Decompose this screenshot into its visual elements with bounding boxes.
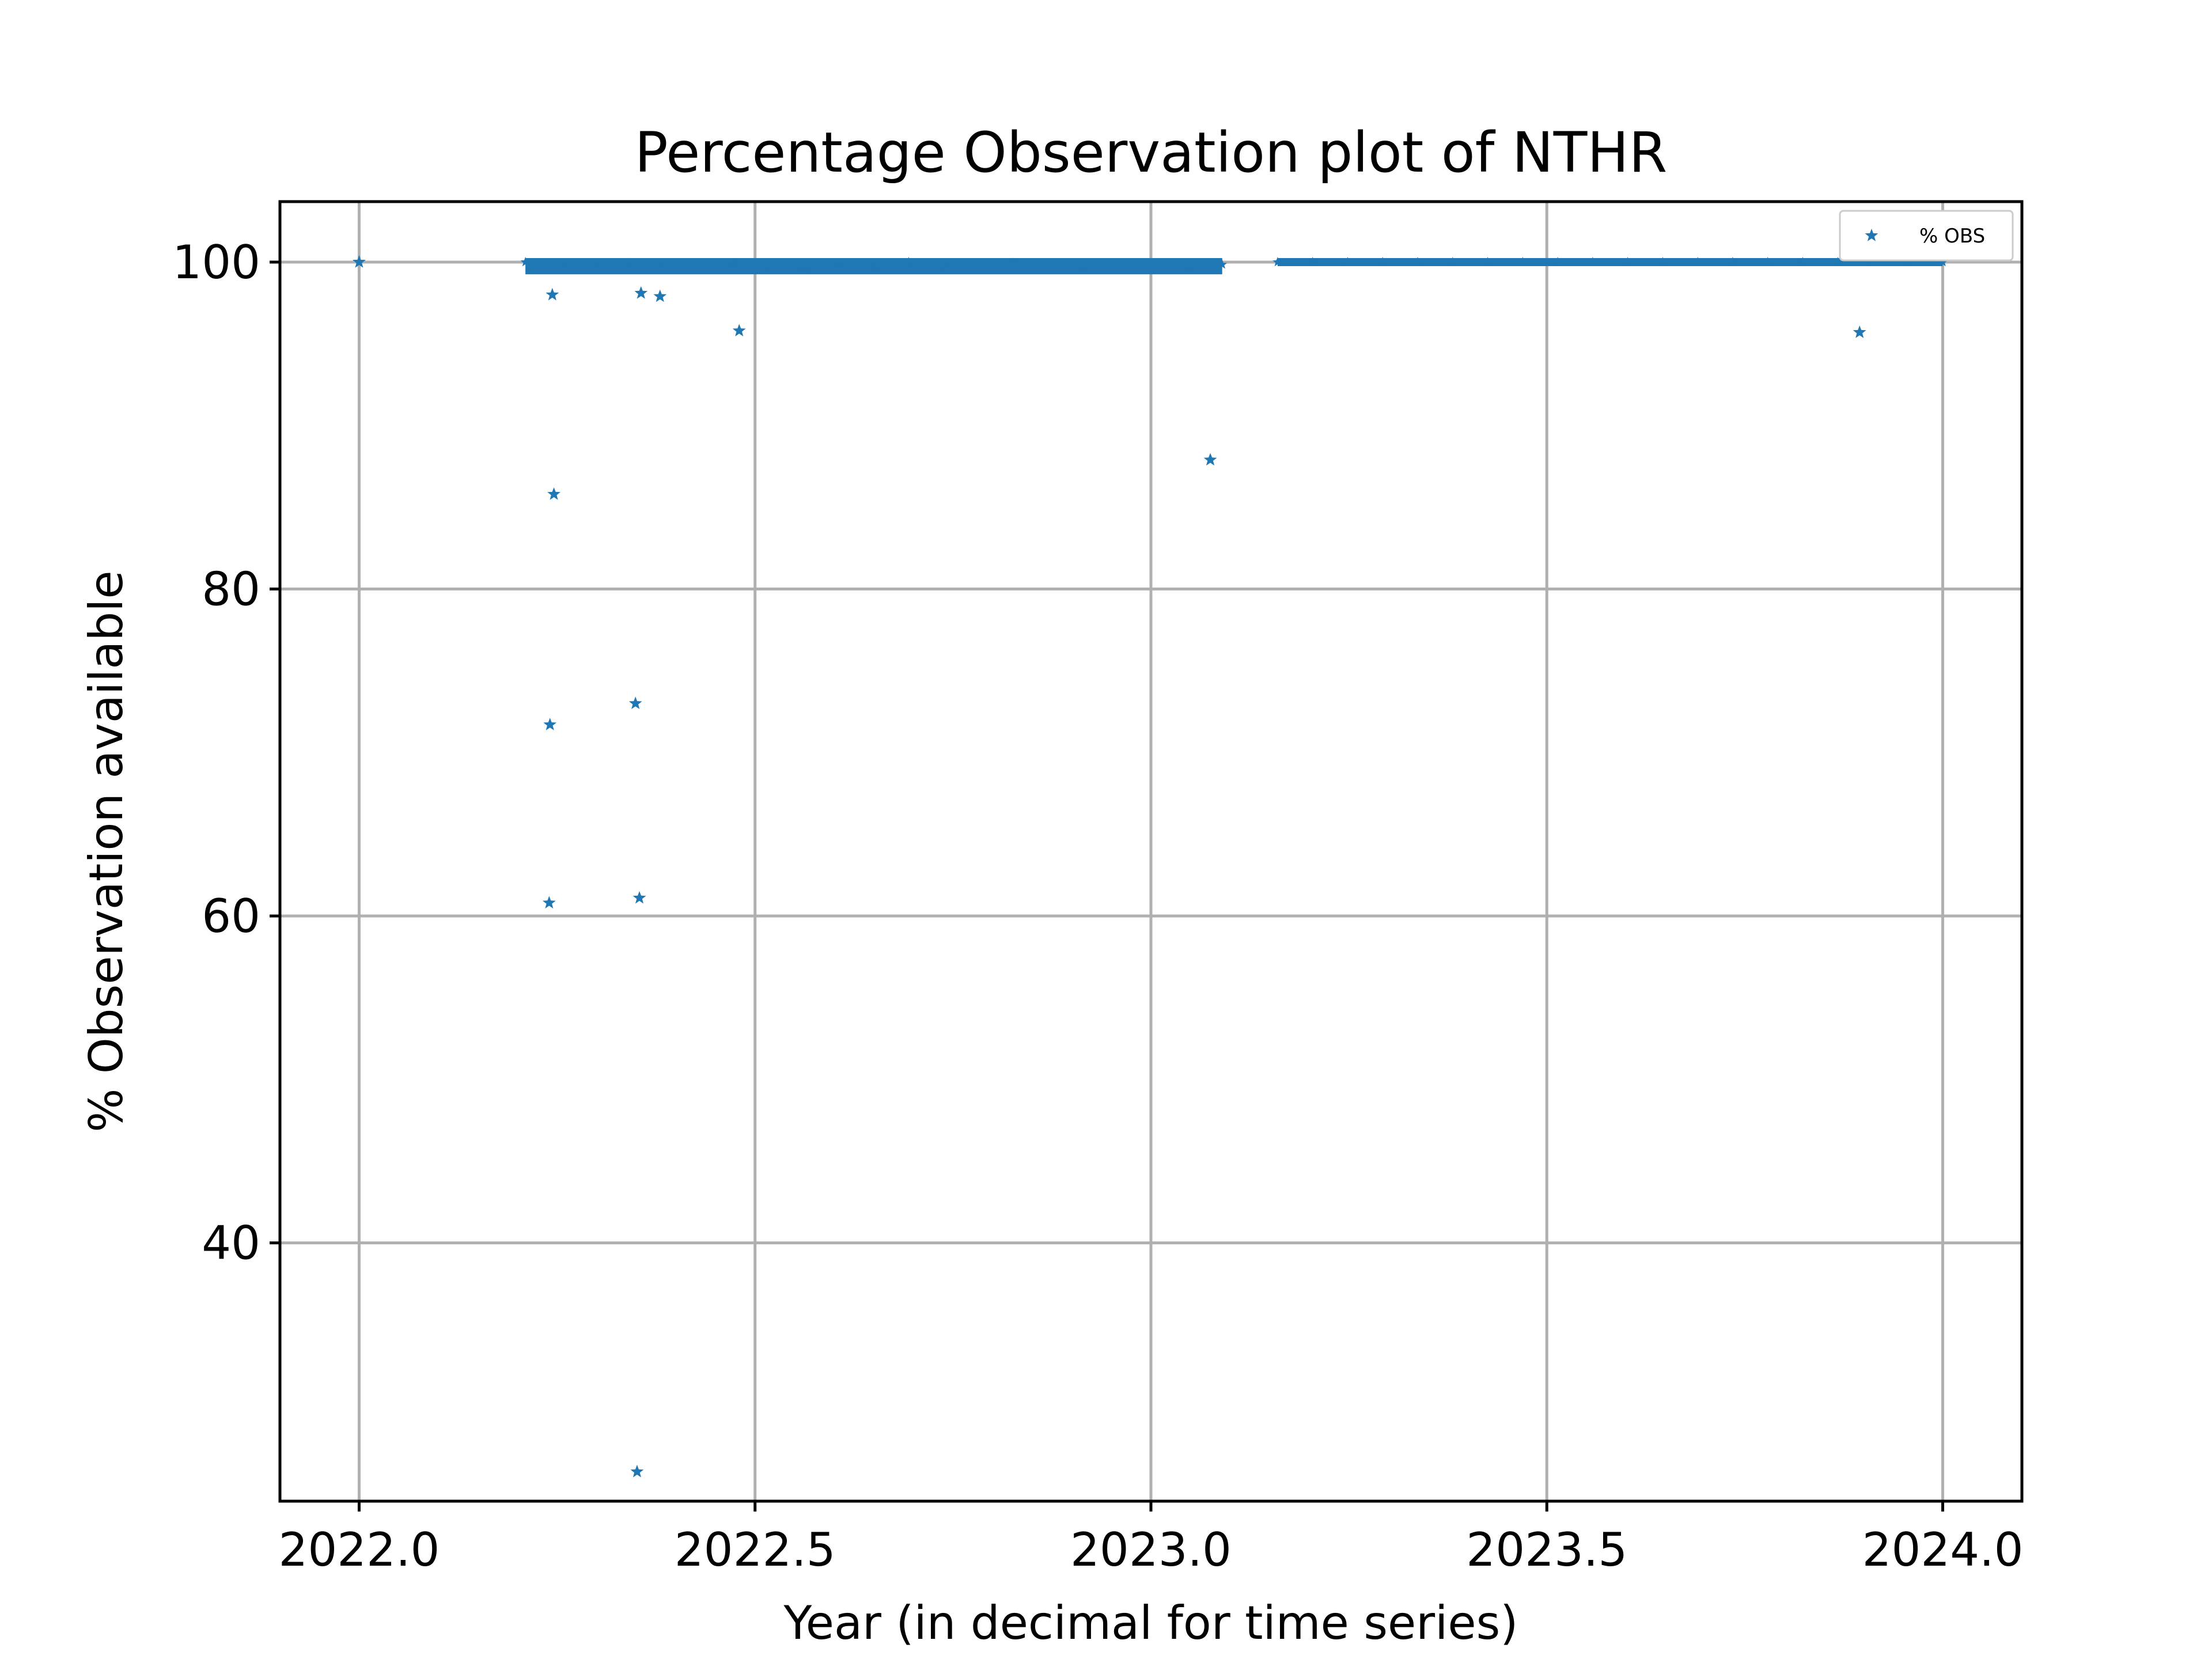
dense-marker: [1008, 257, 1018, 267]
y-tick-label: 100: [172, 236, 260, 289]
legend-marker: [1865, 229, 1878, 241]
legend-star-icon: [1865, 229, 1878, 241]
dense-marker: [1078, 264, 1088, 274]
dense-marker: [1763, 257, 1773, 267]
dense-marker: [1043, 261, 1053, 271]
dense-marker: [1868, 257, 1878, 267]
y-tick-label: 80: [202, 563, 260, 616]
dense-marker: [1483, 257, 1493, 267]
dense-marker: [1623, 257, 1633, 267]
x-axis-ticks: 2022.0 2022.5 2023.0 2023.5 2024.0: [278, 1501, 2024, 1577]
dense-marker: [1832, 257, 1843, 267]
dense-marker: [903, 257, 914, 267]
dense-marker: [799, 265, 809, 275]
dense-marker: [973, 263, 983, 273]
y-axis-label: % Observation available: [79, 570, 133, 1132]
data-point: [628, 696, 642, 709]
dense-marker: [1797, 257, 1808, 267]
x-tick-label: 2024.0: [1862, 1523, 2024, 1577]
data-point: [630, 1464, 644, 1478]
x-axis-label: Year (in decimal for time series): [783, 1596, 1518, 1650]
dense-marker: [1342, 257, 1353, 267]
dense-marker: [625, 257, 635, 267]
dense-segment: [1277, 257, 1943, 266]
x-tick-label: 2022.0: [278, 1523, 440, 1577]
data-point: [353, 255, 366, 268]
dense-marker: [1657, 257, 1668, 267]
dense-marker: [834, 259, 844, 269]
dense-marker: [1588, 257, 1598, 267]
data-point: [1203, 453, 1217, 466]
dense-marker: [1412, 257, 1423, 267]
dense-marker: [869, 262, 879, 272]
dense-marker: [520, 257, 531, 267]
dense-marker: [694, 264, 705, 274]
data-point: [542, 896, 556, 909]
dense-marker: [1692, 257, 1703, 267]
dense-marker: [660, 261, 670, 271]
dense-marker: [1517, 257, 1528, 267]
y-tick-label: 40: [202, 1217, 260, 1270]
y-tick-label: 60: [202, 889, 260, 943]
data-point: [634, 286, 648, 299]
dense-marker: [1377, 257, 1388, 267]
dense-marker: [1552, 257, 1563, 267]
legend: % OBS: [1839, 210, 2014, 262]
dense-marker: [1728, 257, 1738, 267]
dense-marker: [1182, 265, 1192, 275]
legend-box: [1839, 210, 2014, 262]
dense-marker: [555, 260, 566, 270]
dense-marker: [729, 258, 740, 268]
data-point: [547, 487, 560, 500]
data-point: [1853, 325, 1866, 338]
dense-marker: [1112, 258, 1123, 268]
y-axis-ticks: 40 60 80 100: [172, 236, 280, 1270]
data-point: [543, 718, 557, 730]
dense-marker: [1217, 259, 1228, 269]
dense-marker: [764, 262, 774, 271]
data-point: [546, 287, 559, 301]
data-point: [653, 289, 667, 302]
dense-marker: [1903, 257, 1913, 267]
dense-marker: [1448, 257, 1458, 267]
dense-observation-band: [520, 257, 1948, 275]
data-point: [632, 891, 646, 904]
chart-title: Percentage Observation plot of NTHR: [635, 120, 1668, 185]
dense-marker: [590, 263, 600, 273]
dense-marker: [1308, 257, 1318, 267]
x-tick-label: 2023.5: [1466, 1523, 1627, 1577]
dense-marker: [1272, 257, 1283, 267]
data-points: [353, 255, 1866, 1478]
dense-marker: [1147, 262, 1158, 271]
x-tick-label: 2023.0: [1070, 1523, 1232, 1577]
x-tick-label: 2022.5: [675, 1523, 836, 1577]
dense-marker: [938, 260, 949, 270]
legend-label: % OBS: [1919, 225, 1985, 248]
dense-marker: [1938, 257, 1948, 267]
data-point: [732, 324, 746, 336]
